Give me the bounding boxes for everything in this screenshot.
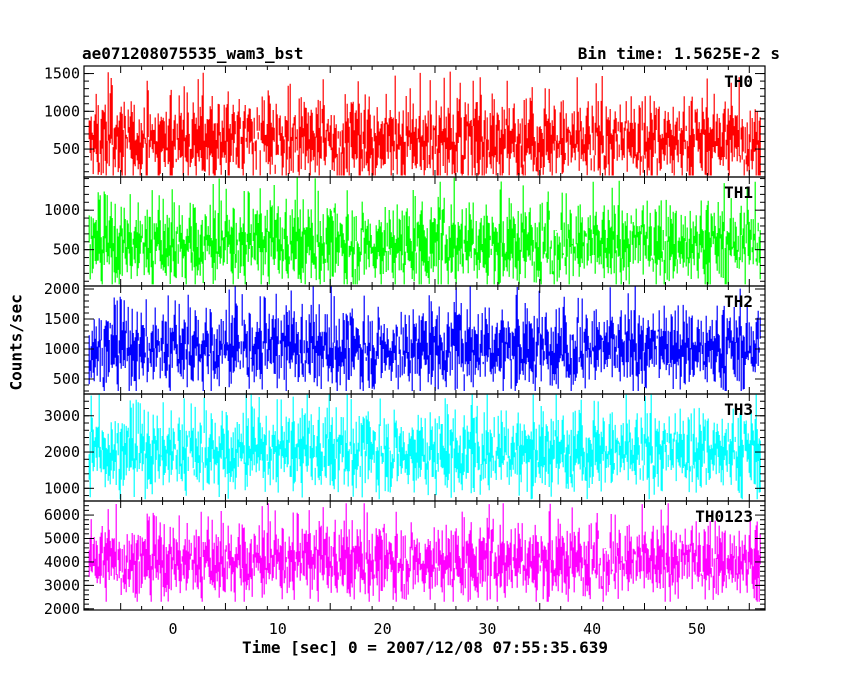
x-tick-label: 30	[478, 620, 496, 638]
y-tick-label: 5000	[44, 530, 80, 548]
panel-label-th2: TH2	[724, 292, 753, 311]
y-tick-label: 2000	[44, 600, 80, 618]
y-tick-label: 3000	[44, 576, 80, 594]
y-tick-label: 2000	[44, 443, 80, 461]
y-tick-label: 1000	[44, 340, 80, 358]
panel-frame-th0123	[83, 500, 766, 611]
y-tick-label: 6000	[44, 506, 80, 524]
chart-title-left: ae071208075535_wam3_bst	[82, 44, 304, 63]
series-th3	[88, 394, 761, 500]
y-tick-label: 2000	[44, 280, 80, 298]
x-tick-label: 10	[269, 620, 287, 638]
series-th2	[88, 286, 761, 391]
y-tick-label: 3000	[44, 407, 80, 425]
x-tick-label: 50	[688, 620, 706, 638]
chart-title-right: Bin time: 1.5625E-2 s	[577, 44, 780, 63]
y-axis-label: Counts/sec	[6, 294, 26, 391]
panel-label-th1: TH1	[724, 183, 753, 202]
series-th0123	[88, 503, 761, 602]
series-th0	[88, 71, 761, 176]
y-tick-label: 1500	[44, 65, 80, 83]
x-tick-label: 40	[583, 620, 601, 638]
x-tick-label: 20	[374, 620, 392, 638]
x-axis-label: Time [sec] 0 = 2007/12/08 07:55:35.639	[242, 638, 609, 657]
y-tick-label: 500	[53, 241, 80, 259]
panel-label-th3: TH3	[724, 400, 753, 419]
y-tick-label: 500	[53, 140, 80, 158]
panel-label-th0123: TH0123	[695, 507, 753, 526]
y-tick-label: 500	[53, 370, 80, 388]
y-tick-label: 1000	[44, 201, 80, 219]
series-th1	[88, 177, 761, 285]
panel-label-th0: TH0	[724, 72, 753, 91]
y-tick-label: 1000	[44, 479, 80, 497]
x-tick-label: 0	[169, 620, 178, 638]
y-tick-label: 1500	[44, 310, 80, 328]
y-tick-label: 4000	[44, 553, 80, 571]
y-tick-label: 1000	[44, 102, 80, 120]
